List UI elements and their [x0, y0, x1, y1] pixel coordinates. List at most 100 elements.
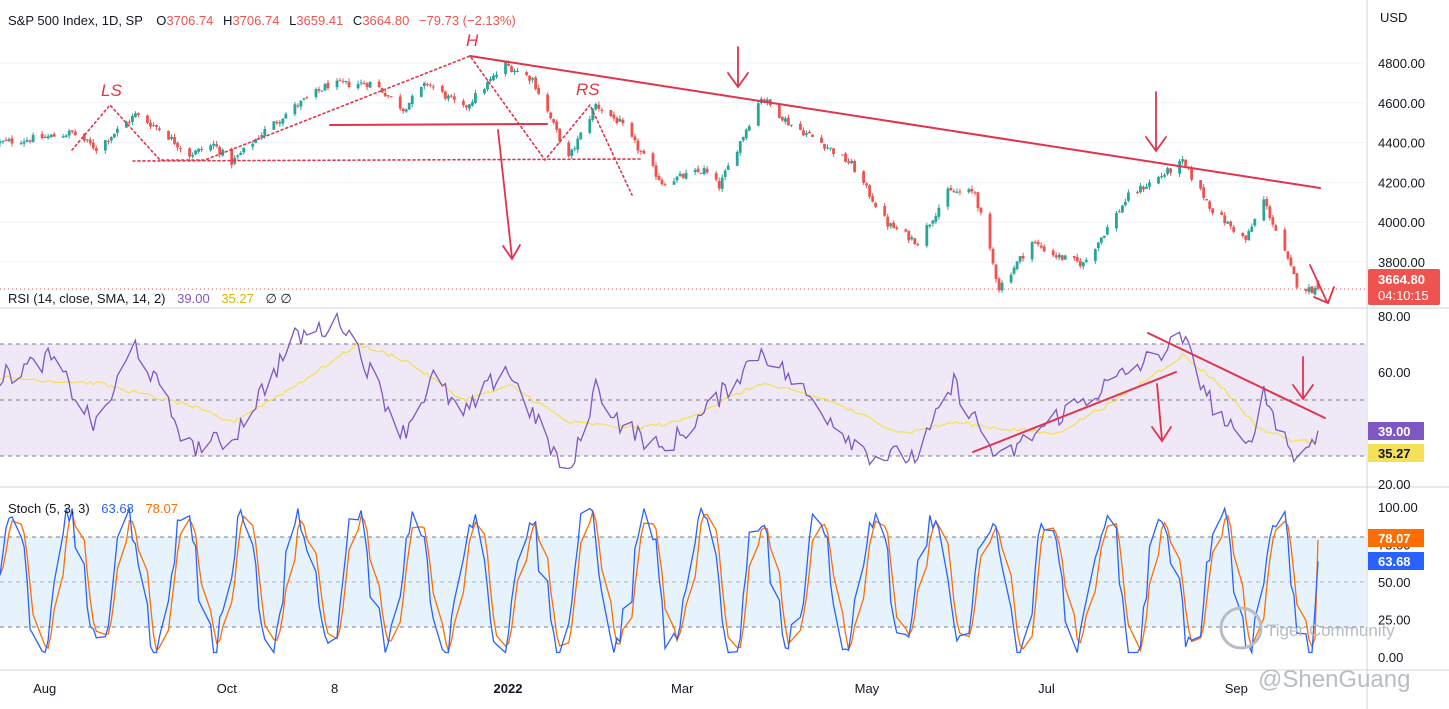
candle-body [958, 191, 962, 193]
candle-body [64, 135, 68, 137]
candle-body [871, 196, 875, 202]
annotations [71, 46, 1335, 453]
candle-body [7, 139, 11, 142]
candle-body [188, 148, 191, 157]
candle-body [173, 136, 176, 144]
candle-body [654, 165, 658, 177]
candle-body [302, 98, 306, 100]
candle-body [591, 109, 595, 120]
candle-body [1229, 221, 1233, 227]
candle-body [883, 206, 887, 216]
candle-body [567, 142, 571, 157]
candle-body [1181, 159, 1184, 162]
candle-body [672, 181, 676, 185]
rsi-trend-up [972, 371, 1177, 453]
candle-body [904, 229, 908, 232]
candle-body [534, 77, 538, 89]
grid [0, 62, 1366, 263]
candle-body [380, 88, 384, 93]
support-dotted [132, 158, 641, 162]
candle-body [1253, 219, 1257, 226]
rsi-ma-line [0, 341, 1319, 445]
candle-body [1286, 251, 1290, 259]
candle-body [1307, 287, 1311, 292]
candle-body [723, 170, 727, 177]
candle-body [1184, 159, 1187, 166]
candle-body [949, 187, 953, 191]
candle-body [1, 140, 5, 142]
x-tick: May [855, 681, 880, 696]
candle-body [714, 173, 718, 180]
candle-body [741, 136, 745, 141]
candle-body [1081, 262, 1085, 267]
candle-body [4, 139, 8, 141]
candle-body [1208, 201, 1212, 209]
candle-body [155, 125, 158, 128]
candle-body [170, 136, 173, 140]
candle-body [452, 96, 456, 100]
candle-body [377, 81, 381, 88]
candle-body [109, 137, 113, 141]
candle-body [404, 109, 408, 112]
stoch-tick: 100.00 [1378, 500, 1418, 515]
candle-body [278, 122, 282, 124]
candle-body [639, 150, 643, 152]
legend-o: 3706.74 [166, 13, 213, 28]
candle-body [272, 121, 276, 130]
candle-body [1268, 206, 1272, 219]
legend-main: S&P 500 Index, 1D, SP O3706.74 H3706.74 … [8, 13, 516, 28]
candle-body [1190, 168, 1194, 180]
candle-body [251, 143, 255, 147]
candle-body [847, 161, 850, 163]
candle-body [832, 148, 835, 154]
candle-body [895, 227, 899, 229]
candle-body [103, 140, 107, 151]
candle-body [612, 114, 616, 119]
candle-body [194, 150, 197, 155]
candle-body [615, 117, 619, 124]
candle-body [191, 154, 194, 157]
candle-body [446, 95, 450, 99]
x-axis-ticks: Aug Oct 8 2022 Mar May Jul Sep [33, 681, 1248, 696]
label-rs: RS [576, 80, 600, 99]
candle-body [320, 90, 324, 92]
candle-body [976, 192, 980, 208]
candle-body [642, 150, 646, 154]
candle-body [510, 66, 513, 73]
candle-body [22, 141, 26, 144]
candle-body [212, 143, 216, 146]
candle-body [431, 86, 435, 88]
legend-rsi-extra: ∅ ∅ [265, 291, 291, 306]
candle-body [61, 136, 65, 138]
end-arrow [1309, 264, 1328, 303]
candle-body [756, 103, 760, 126]
candle-body [428, 84, 432, 86]
candle-body [633, 136, 637, 141]
candle-body [43, 137, 47, 139]
candle-body [1145, 186, 1148, 189]
candle-body [137, 113, 140, 116]
candle-body [1166, 168, 1169, 175]
candle-body [1271, 217, 1275, 225]
price-tick: 4800.00 [1378, 56, 1425, 71]
candle-body [765, 99, 769, 103]
legend-h: 3706.74 [232, 13, 279, 28]
candle-body [299, 100, 303, 107]
candle-body [573, 148, 577, 150]
candle-body [46, 136, 50, 139]
candle-body [383, 93, 387, 97]
candle-body [865, 183, 869, 186]
candle-body [200, 149, 204, 151]
candle-body [555, 121, 559, 130]
candle-body [651, 153, 655, 166]
candle-body [1211, 208, 1215, 214]
candle-body [422, 82, 426, 87]
candle-body [176, 142, 179, 148]
candle-body [281, 118, 285, 124]
candle-body [365, 83, 369, 87]
legend-stoch-v1: 63.68 [101, 501, 134, 516]
candle-body [609, 110, 613, 116]
